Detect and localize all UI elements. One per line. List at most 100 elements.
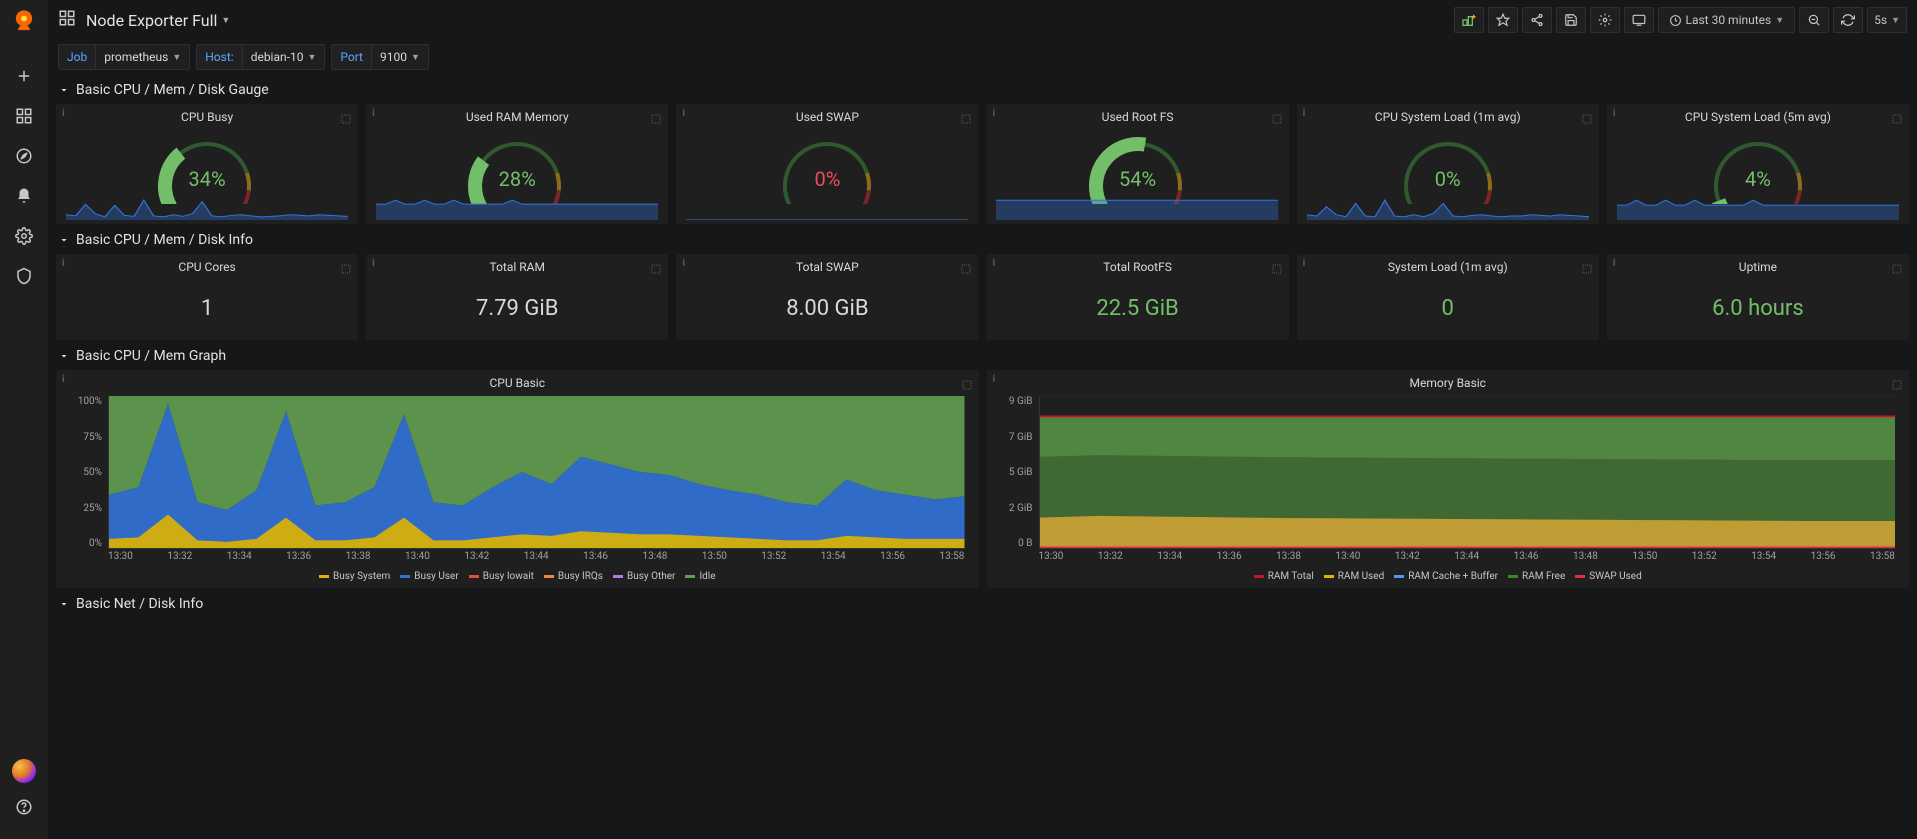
info-icon[interactable]: i xyxy=(1613,258,1616,269)
stat-value: 22.5 GiB xyxy=(986,276,1288,340)
var-value[interactable]: debian-10 ▼ xyxy=(243,50,325,64)
chevron-down-icon xyxy=(58,234,70,246)
y-axis: 100%75%50%25%0% xyxy=(64,396,106,549)
info-icon[interactable]: i xyxy=(62,374,65,385)
refresh-button[interactable] xyxy=(1833,7,1863,33)
info-icon[interactable]: i xyxy=(992,258,995,269)
chevron-down-icon xyxy=(58,598,70,610)
x-axis: 13:3013:3213:3413:3613:3813:4013:4213:44… xyxy=(1039,551,1896,567)
time-range-picker[interactable]: Last 30 minutes▼ xyxy=(1658,7,1796,33)
legend-item[interactable]: Idle xyxy=(685,571,715,582)
row-header-info[interactable]: Basic CPU / Mem / Disk Info xyxy=(56,224,1909,254)
avatar[interactable] xyxy=(12,759,36,783)
y-axis: 9 GiB7 GiB5 GiB2 GiB0 B xyxy=(995,396,1037,549)
panel-menu-icon[interactable] xyxy=(650,260,662,279)
panel-menu-icon[interactable] xyxy=(1271,260,1283,279)
row-header-graph[interactable]: Basic CPU / Mem Graph xyxy=(56,340,1909,370)
panel-menu-icon[interactable] xyxy=(1581,260,1593,279)
legend-item[interactable]: RAM Free xyxy=(1508,571,1565,582)
gauge-panel: i Used SWAP 0% xyxy=(676,104,978,224)
plot-area[interactable] xyxy=(108,396,965,549)
variable-host: Host:debian-10 ▼ xyxy=(196,44,325,70)
legend: RAM Total RAM Used RAM Cache + Buffer RAM F… xyxy=(987,567,1910,588)
info-icon[interactable]: i xyxy=(372,258,375,269)
settings-button[interactable] xyxy=(1590,7,1620,33)
gauge-panel: i CPU Busy 34% xyxy=(56,104,358,224)
alerting-icon[interactable] xyxy=(8,180,40,212)
info-icon[interactable]: i xyxy=(62,108,65,119)
grafana-logo[interactable] xyxy=(10,8,38,36)
legend-item[interactable]: Busy Other xyxy=(613,571,675,582)
legend-item[interactable]: RAM Total xyxy=(1254,571,1314,582)
panel-menu-icon[interactable] xyxy=(340,260,352,279)
graph-body: 100%75%50%25%0% 13:3013:3213:3413:3613:3… xyxy=(56,392,979,567)
legend-item[interactable]: Busy System xyxy=(319,571,390,582)
sidebar xyxy=(0,0,48,839)
var-value[interactable]: 9100 ▼ xyxy=(372,50,428,64)
legend-item[interactable]: SWAP Used xyxy=(1575,571,1642,582)
legend: Busy System Busy User Busy Iowait Busy IRQs… xyxy=(56,567,979,588)
panel-menu-icon[interactable] xyxy=(960,260,972,279)
gauge-panel: i Used Root FS 54% xyxy=(986,104,1288,224)
panel-title: Uptime xyxy=(1607,254,1909,276)
admin-icon[interactable] xyxy=(8,260,40,292)
info-icon[interactable]: i xyxy=(682,258,685,269)
config-icon[interactable] xyxy=(8,220,40,252)
chevron-down-icon: ▼ xyxy=(1891,15,1900,26)
panel-menu-icon[interactable] xyxy=(1891,260,1903,279)
info-icon[interactable]: i xyxy=(1303,258,1306,269)
stats-row: i CPU Cores 1i Total RAM 7.79 GiBi Total… xyxy=(56,254,1909,340)
dashboards-icon[interactable] xyxy=(8,100,40,132)
cycle-view-button[interactable] xyxy=(1624,7,1654,33)
memory-basic-panel: i Memory Basic 9 GiB7 GiB5 GiB2 GiB0 B 1… xyxy=(987,370,1910,588)
gauge: 28% xyxy=(366,126,668,224)
create-icon[interactable] xyxy=(8,60,40,92)
info-icon[interactable]: i xyxy=(1303,108,1306,119)
info-icon[interactable]: i xyxy=(682,108,685,119)
gauge-panel: i CPU System Load (5m avg) 4% xyxy=(1607,104,1909,224)
var-value[interactable]: prometheus ▼ xyxy=(96,50,189,64)
sparkline xyxy=(66,198,348,220)
info-icon[interactable]: i xyxy=(993,374,996,385)
info-icon[interactable]: i xyxy=(372,108,375,119)
stat-panel: i System Load (1m avg) 0 xyxy=(1297,254,1599,340)
help-icon[interactable] xyxy=(8,791,40,823)
plot-area[interactable] xyxy=(1039,396,1896,549)
sparkline xyxy=(996,198,1278,220)
gauge: 0% xyxy=(1297,126,1599,224)
row-header-net[interactable]: Basic Net / Disk Info xyxy=(56,588,1909,618)
stat-panel: i Total RootFS 22.5 GiB xyxy=(986,254,1288,340)
save-button[interactable] xyxy=(1556,7,1586,33)
gauge-value: 28% xyxy=(499,167,536,191)
star-button[interactable] xyxy=(1488,7,1518,33)
legend-item[interactable]: RAM Used xyxy=(1324,571,1384,582)
info-icon[interactable]: i xyxy=(62,258,65,269)
stat-panel: i Total RAM 7.79 GiB xyxy=(366,254,668,340)
row-header-gauge[interactable]: Basic CPU / Mem / Disk Gauge xyxy=(56,74,1909,104)
row-title: Basic CPU / Mem Graph xyxy=(76,348,226,364)
refresh-interval-picker[interactable]: 5s ▼ xyxy=(1867,7,1907,33)
panel-title: Total SWAP xyxy=(676,254,978,276)
legend-item[interactable]: Busy Iowait xyxy=(469,571,534,582)
add-panel-button[interactable] xyxy=(1454,7,1484,33)
graphs-row: i CPU Basic 100%75%50%25%0% 13:3013:3213… xyxy=(56,370,1909,588)
stat-value: 0 xyxy=(1297,276,1599,340)
legend-item[interactable]: Busy IRQs xyxy=(544,571,603,582)
refresh-interval-text: 5s xyxy=(1874,13,1887,27)
legend-item[interactable]: RAM Cache + Buffer xyxy=(1394,571,1498,582)
var-label: Port xyxy=(332,45,372,69)
variable-port: Port9100 ▼ xyxy=(331,44,429,70)
info-icon[interactable]: i xyxy=(992,108,995,119)
panel-title: CPU Basic xyxy=(56,370,979,392)
dashboard-title-text: Node Exporter Full xyxy=(86,11,217,30)
info-icon[interactable]: i xyxy=(1613,108,1616,119)
gauge-value: 54% xyxy=(1119,167,1156,191)
explore-icon[interactable] xyxy=(8,140,40,172)
legend-item[interactable]: Busy User xyxy=(400,571,458,582)
dashboard-title[interactable]: Node Exporter Full▼ xyxy=(86,11,230,30)
share-button[interactable] xyxy=(1522,7,1552,33)
panel-title: CPU System Load (1m avg) xyxy=(1297,104,1599,126)
zoom-out-button[interactable] xyxy=(1799,7,1829,33)
gauge-value: 34% xyxy=(189,167,226,191)
gauge: 4% xyxy=(1607,126,1909,224)
